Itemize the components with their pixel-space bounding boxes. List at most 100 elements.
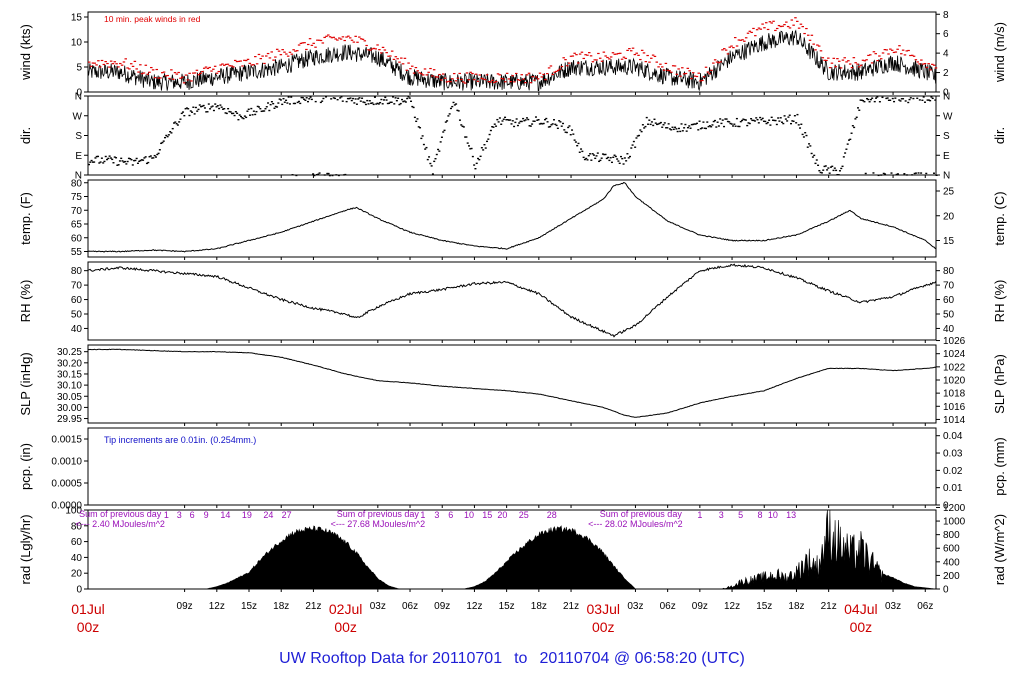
wind-peak-mark <box>272 59 275 61</box>
dir-point <box>809 145 812 147</box>
wind-peak-mark <box>197 74 200 76</box>
wind-peak-mark <box>255 63 259 65</box>
wind-peak-mark <box>347 35 350 37</box>
wind-peak-mark <box>381 46 385 48</box>
dir-point <box>801 133 804 136</box>
wind-peak-mark <box>504 81 507 83</box>
dir-point <box>887 99 890 101</box>
dir-point <box>442 131 445 133</box>
dir-point <box>636 135 639 137</box>
dir-point <box>136 162 139 164</box>
dir-point <box>613 154 616 156</box>
dir-point <box>323 174 326 176</box>
dir-point <box>689 127 692 129</box>
dir-point <box>626 153 629 155</box>
wind-peak-mark <box>651 54 655 56</box>
dir-point <box>474 167 477 170</box>
ytick-label-right-slp-2: 1018 <box>943 389 966 400</box>
dir-point <box>216 105 219 107</box>
ytick-label-left-temp-2: 65 <box>71 220 83 231</box>
dir-point <box>744 119 747 121</box>
wind-peak-mark <box>420 73 423 75</box>
wind-peak-mark <box>310 44 314 46</box>
dir-point <box>612 156 615 158</box>
dir-point <box>902 98 905 100</box>
dir-point <box>864 172 867 175</box>
ytick-label-left-rad-1: 20 <box>71 569 83 580</box>
dir-point <box>283 101 286 103</box>
dir-point <box>461 125 464 128</box>
dir-point <box>641 124 644 126</box>
dir-point <box>352 97 355 100</box>
dir-point <box>556 127 559 130</box>
ytick-label-right-rad-3: 600 <box>943 544 960 555</box>
dir-point <box>869 98 872 101</box>
ytick-label-left-temp-4: 75 <box>71 192 83 203</box>
dir-point <box>778 120 781 122</box>
wind-peak-mark <box>219 64 222 66</box>
dir-point <box>182 111 185 113</box>
dir-point <box>261 110 264 112</box>
dir-point <box>348 97 351 100</box>
dir-point <box>757 122 760 124</box>
dir-point <box>306 100 309 103</box>
dir-point <box>126 160 129 163</box>
dir-point <box>739 120 742 123</box>
dir-point <box>580 148 583 150</box>
wind-peak-mark <box>693 75 697 77</box>
dir-point <box>117 164 120 166</box>
dir-point <box>355 103 358 105</box>
dir-point <box>851 125 854 127</box>
slp-line <box>87 348 937 418</box>
wind-peak-mark <box>124 58 127 60</box>
wind-peak-mark <box>193 72 197 74</box>
wind-peak-mark <box>668 70 671 72</box>
wind-peak-mark <box>407 62 410 64</box>
dir-point <box>546 121 549 123</box>
dir-point <box>273 107 276 109</box>
day-label-time-0: 00z <box>77 619 100 635</box>
wind-peak-mark <box>202 67 206 69</box>
wind-peak-mark <box>595 59 598 61</box>
dir-point <box>239 115 242 118</box>
wind-peak-mark <box>482 78 485 80</box>
wind-peak-mark <box>230 65 233 67</box>
dir-point <box>232 112 235 115</box>
dir-point <box>188 114 191 117</box>
wind-peak-mark <box>566 65 569 67</box>
dir-point <box>725 118 728 120</box>
wind-peak-mark <box>489 81 492 83</box>
wind-peak-mark <box>392 58 396 60</box>
dir-point <box>97 155 100 158</box>
rad-annotation-1: <--- 2.40 MJoules/m^2 <box>75 519 165 529</box>
rad-minute-mark-10: 6 <box>448 510 453 520</box>
dir-point <box>277 102 280 104</box>
wind-peak-mark <box>699 80 702 82</box>
dir-point <box>905 174 908 176</box>
wind-peak-mark <box>104 60 107 63</box>
dir-point <box>478 158 481 161</box>
dir-point <box>413 116 416 119</box>
wind-peak-mark <box>918 63 921 65</box>
dir-point <box>95 155 98 158</box>
wind-peak-mark <box>190 80 193 82</box>
dir-point <box>599 159 602 162</box>
wind-peak-mark <box>858 66 861 68</box>
ytick-label-left-rad-2: 40 <box>71 553 83 564</box>
dir-point <box>276 106 279 108</box>
wind-peak-mark <box>493 81 496 84</box>
dir-point <box>437 148 440 151</box>
wind-peak-mark <box>644 61 648 63</box>
wind-peak-mark <box>679 75 682 77</box>
dir-point <box>817 164 820 166</box>
wind-peak-mark <box>927 63 930 65</box>
wind-peak-mark <box>701 79 704 82</box>
dir-point <box>685 130 688 132</box>
dir-point <box>694 123 697 125</box>
ytick-label-left-rh-4: 80 <box>71 266 83 277</box>
dir-point <box>878 101 881 103</box>
dir-point <box>554 123 557 126</box>
dir-point <box>877 174 880 177</box>
dir-point <box>443 129 446 132</box>
dir-point <box>784 118 787 120</box>
